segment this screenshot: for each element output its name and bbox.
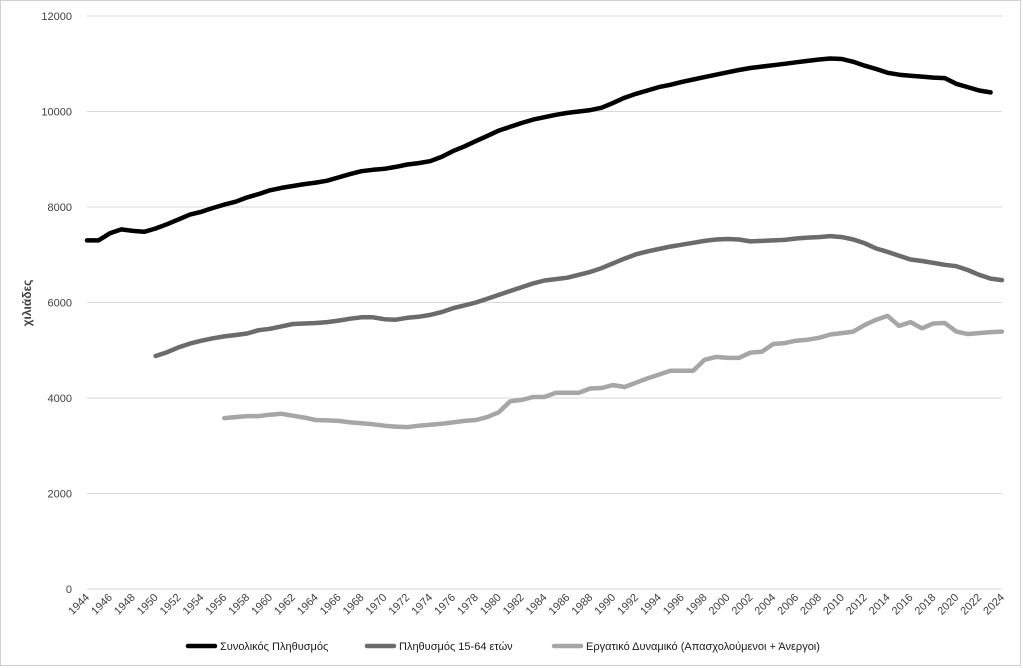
y-axis-ticks: 0 2000 4000 6000 8000 10000 12000 bbox=[41, 11, 72, 596]
x-tick-label: 1972 bbox=[387, 592, 413, 618]
y-tick-label: 0 bbox=[66, 584, 72, 596]
y-tick-label: 8000 bbox=[48, 202, 72, 214]
x-tick-label: 1956 bbox=[204, 592, 230, 618]
x-tick-label: 2014 bbox=[867, 592, 893, 618]
legend-label: Συνολικός Πληθυσμός bbox=[220, 641, 328, 653]
series-line-1 bbox=[84, 56, 993, 243]
x-tick-label: 1968 bbox=[341, 592, 367, 618]
x-axis-ticks: 1944194619481950195219541956195819601962… bbox=[66, 592, 1007, 618]
x-tick-label: 1992 bbox=[615, 592, 641, 618]
x-tick-label: 1976 bbox=[432, 592, 458, 618]
x-tick-label: 1954 bbox=[181, 592, 207, 618]
series-line-2 bbox=[153, 233, 1005, 359]
x-tick-label: 1958 bbox=[226, 592, 252, 618]
x-tick-label: 2008 bbox=[798, 592, 824, 618]
x-tick-label: 2022 bbox=[958, 592, 984, 618]
x-tick-label: 2018 bbox=[913, 592, 939, 618]
x-tick-label: 1994 bbox=[638, 592, 664, 618]
x-tick-label: 1966 bbox=[318, 592, 344, 618]
x-tick-label: 1980 bbox=[478, 592, 504, 618]
x-tick-label: 1952 bbox=[158, 592, 184, 618]
x-tick-label: 1996 bbox=[661, 592, 687, 618]
series-lines bbox=[84, 56, 1005, 430]
x-tick-label: 2004 bbox=[753, 592, 779, 618]
x-tick-label: 1988 bbox=[570, 592, 596, 618]
x-tick-label: 1978 bbox=[455, 592, 481, 618]
x-tick-label: 1964 bbox=[295, 592, 321, 618]
x-tick-label: 2000 bbox=[707, 592, 733, 618]
x-tick-label: 1970 bbox=[364, 592, 390, 618]
gridlines bbox=[87, 15, 1002, 494]
x-tick-label: 1950 bbox=[135, 592, 161, 618]
legend: Συνολικός Πληθυσμός Πληθυσμός 15-64 ετών Ε… bbox=[185, 641, 820, 653]
y-tick-label: 12000 bbox=[41, 11, 72, 23]
x-tick-label: 1990 bbox=[592, 592, 618, 618]
y-tick-label: 4000 bbox=[48, 393, 72, 405]
x-tick-label: 2002 bbox=[730, 592, 756, 618]
x-tick-label: 2020 bbox=[936, 592, 962, 618]
series-line-3 bbox=[222, 313, 1005, 430]
x-tick-label: 1974 bbox=[409, 592, 435, 618]
x-tick-label: 1948 bbox=[112, 592, 138, 618]
legend-label: Εργατικό Δυναμικό (Απασχολούμενοι + Άνερ… bbox=[586, 641, 820, 653]
x-tick-label: 1960 bbox=[249, 592, 275, 618]
x-tick-label: 2010 bbox=[821, 592, 847, 618]
x-tick-label: 1982 bbox=[501, 592, 527, 618]
x-tick-label: 2024 bbox=[981, 592, 1007, 618]
legend-label: Πληθυσμός 15-64 ετών bbox=[399, 641, 513, 653]
y-axis-label: χιλιάδες bbox=[20, 280, 34, 327]
x-tick-label: 1986 bbox=[547, 592, 573, 618]
x-tick-label: 2012 bbox=[844, 592, 870, 618]
x-tick-label: 2016 bbox=[890, 592, 916, 618]
x-tick-label: 1962 bbox=[272, 592, 298, 618]
x-tick-label: 1998 bbox=[684, 592, 710, 618]
x-tick-label: 1946 bbox=[89, 592, 115, 618]
y-tick-label: 6000 bbox=[48, 298, 72, 310]
y-tick-label: 2000 bbox=[48, 489, 72, 501]
x-tick-label: 1984 bbox=[524, 592, 550, 618]
x-tick-label: 2006 bbox=[775, 592, 801, 618]
y-tick-label: 10000 bbox=[41, 107, 72, 119]
